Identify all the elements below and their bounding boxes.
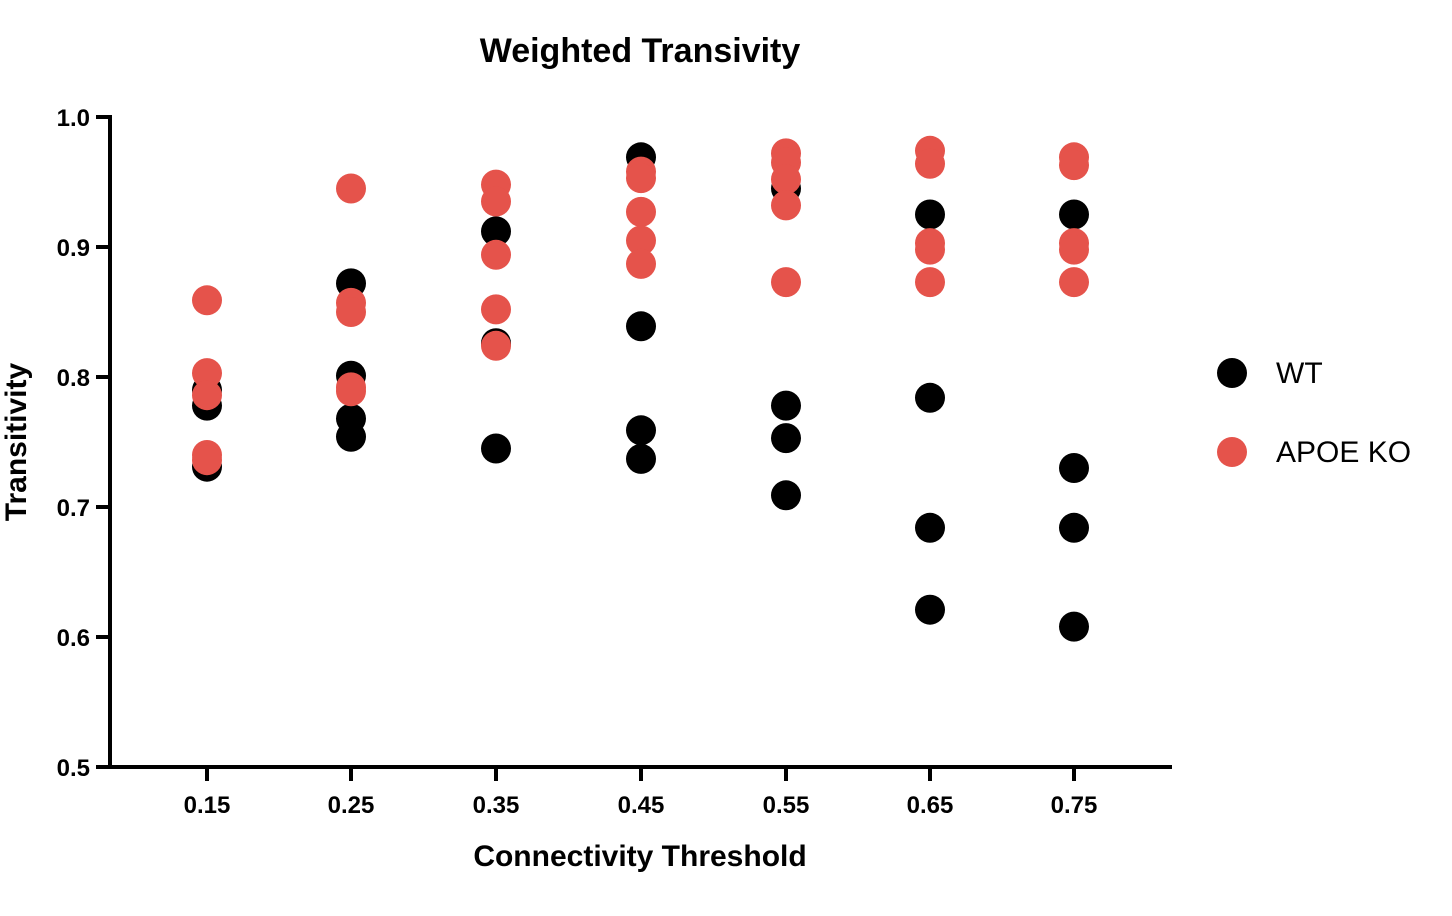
data-point xyxy=(915,267,945,298)
data-point xyxy=(192,445,222,476)
y-tick-label: 0.6 xyxy=(57,625,90,652)
data-point xyxy=(192,358,222,389)
legend: WT APOE KO xyxy=(1217,357,1411,469)
y-tick-label: 1.0 xyxy=(57,105,90,132)
data-point xyxy=(1059,150,1089,181)
data-point xyxy=(771,423,801,454)
x-axis-label: Connectivity Threshold xyxy=(473,840,806,873)
legend-item: APOE KO xyxy=(1217,436,1411,469)
y-axis-label: Transitivity xyxy=(0,362,33,521)
data-point xyxy=(771,390,801,421)
data-point xyxy=(336,173,366,204)
legend-label: WT xyxy=(1276,357,1323,390)
data-point xyxy=(771,267,801,298)
x-tick-label: 0.75 xyxy=(1051,792,1098,819)
data-point xyxy=(336,421,366,452)
x-tick-label: 0.45 xyxy=(618,792,665,819)
legend-label: APOE KO xyxy=(1276,436,1411,469)
data-point xyxy=(336,297,366,327)
x-tick-label: 0.25 xyxy=(328,792,375,819)
data-point xyxy=(1059,199,1089,230)
data-point xyxy=(626,248,656,279)
series-apoe-ko xyxy=(192,135,1089,476)
data-point xyxy=(481,216,511,247)
data-points xyxy=(192,135,1089,642)
axes: 0.5 0.6 0.7 0.8 0.9 1.0 0.15 0.25 0.35 0.45 0.55 0.… xyxy=(57,105,1172,819)
x-tick-label: 0.65 xyxy=(907,792,954,819)
x-tick-label: 0.35 xyxy=(473,792,520,819)
data-point xyxy=(1059,611,1089,642)
data-point xyxy=(481,239,511,270)
data-point xyxy=(771,164,801,195)
data-point xyxy=(192,285,222,316)
data-point xyxy=(626,443,656,474)
data-point xyxy=(915,199,945,230)
data-point xyxy=(1059,267,1089,298)
legend-marker xyxy=(1217,437,1247,467)
data-point xyxy=(915,594,945,625)
data-point xyxy=(481,186,511,217)
data-point xyxy=(915,512,945,543)
y-tick-label: 0.7 xyxy=(57,495,90,522)
data-point xyxy=(915,234,945,265)
y-tick-label: 0.9 xyxy=(57,235,90,262)
data-point xyxy=(1059,453,1089,483)
y-tick-label: 0.5 xyxy=(57,755,90,782)
data-point xyxy=(1059,234,1089,265)
x-tick-label: 0.55 xyxy=(763,792,810,819)
data-point xyxy=(192,380,222,411)
data-point xyxy=(626,196,656,227)
data-point xyxy=(771,480,801,511)
data-point xyxy=(915,382,945,413)
data-point xyxy=(481,330,511,361)
legend-marker xyxy=(1217,358,1247,388)
data-point xyxy=(626,311,656,342)
data-point xyxy=(336,376,366,407)
data-point xyxy=(626,163,656,194)
data-point xyxy=(481,294,511,325)
data-point xyxy=(481,433,511,464)
data-point xyxy=(626,225,656,256)
legend-item: WT xyxy=(1217,357,1323,390)
chart-title: Weighted Transivity xyxy=(480,32,801,70)
data-point xyxy=(771,190,801,221)
data-point xyxy=(626,415,656,446)
y-tick-label: 0.8 xyxy=(57,365,90,392)
data-point xyxy=(1059,512,1089,543)
x-tick-label: 0.15 xyxy=(184,792,231,819)
data-point xyxy=(915,148,945,179)
